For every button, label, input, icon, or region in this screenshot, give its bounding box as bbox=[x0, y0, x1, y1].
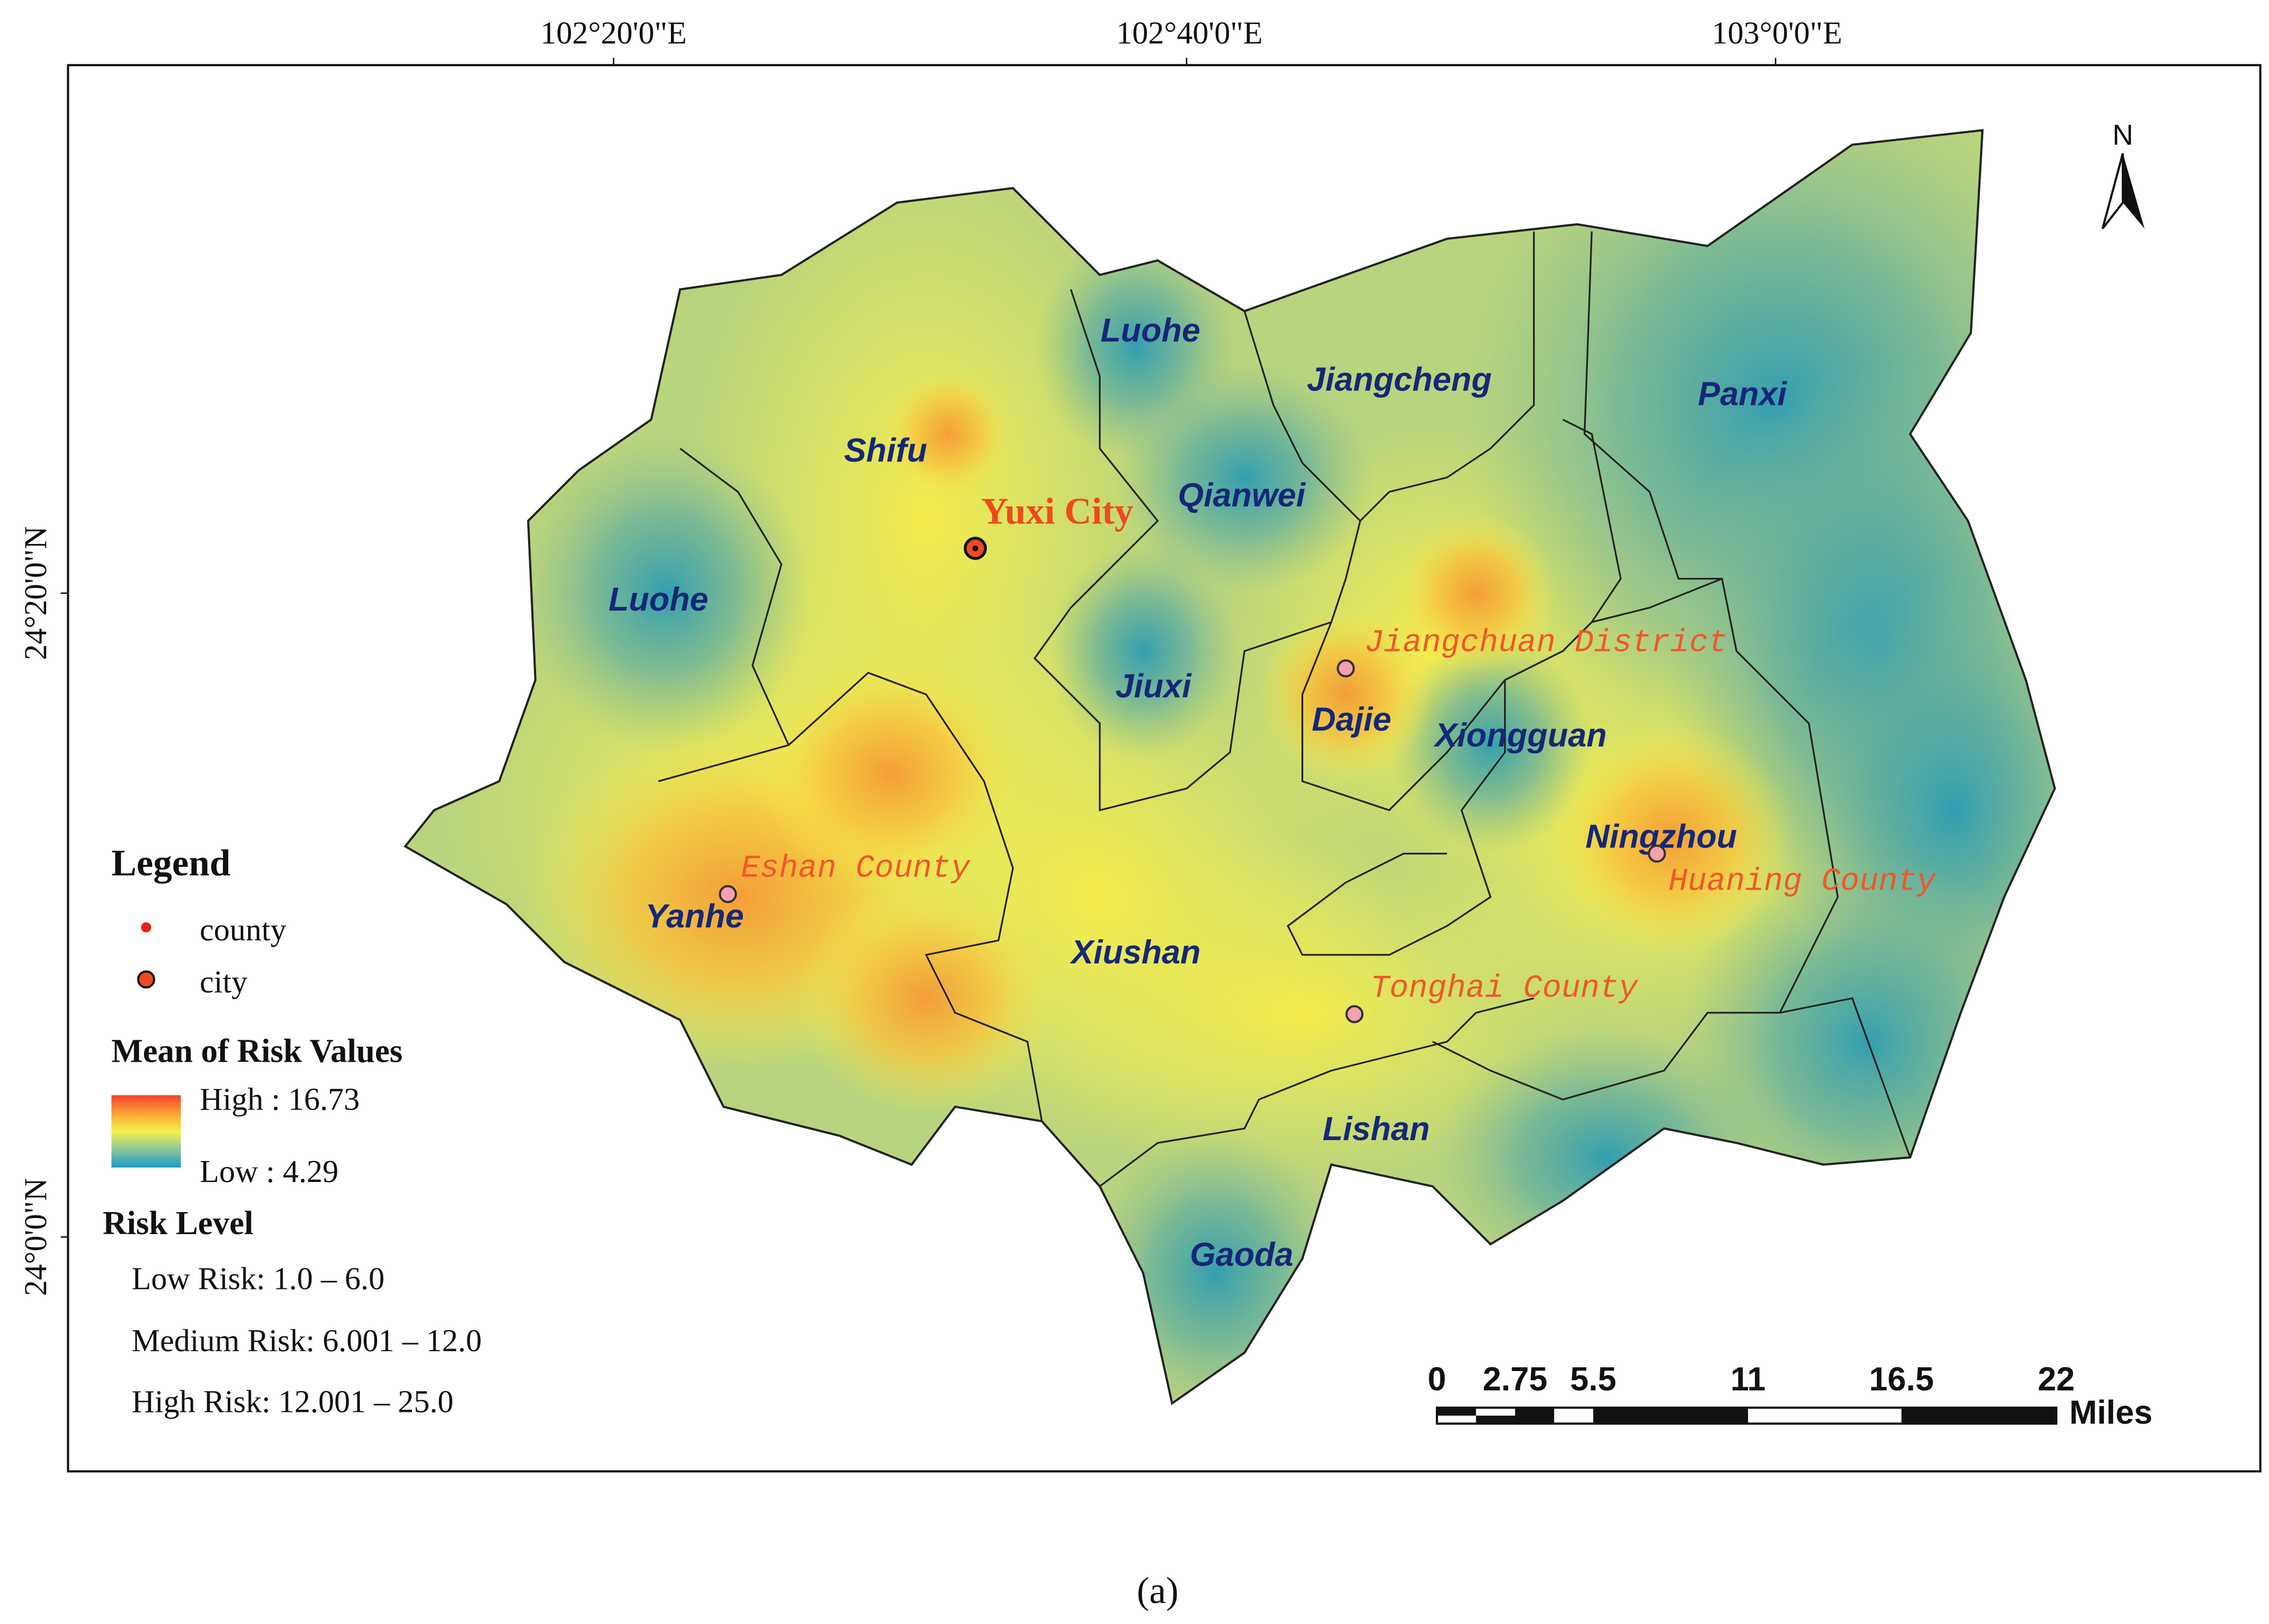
longitude-label: 102°40'0"E bbox=[1116, 15, 1263, 50]
county-marker bbox=[1345, 1005, 1364, 1024]
north-arrow-right bbox=[2122, 153, 2145, 229]
risk-level: Medium Risk: 6.001 – 12.0 bbox=[132, 1323, 482, 1358]
risk-blob bbox=[796, 882, 1057, 1114]
city-marker-center bbox=[972, 545, 979, 552]
places: Yuxi City Jiangchuan District Eshan Coun… bbox=[719, 491, 1936, 1024]
scale-label: 11 bbox=[1730, 1361, 1765, 1398]
scale-segment bbox=[1901, 1408, 2056, 1424]
county-label: Jiangchuan District bbox=[1364, 625, 1728, 661]
risk-blob bbox=[883, 369, 1013, 499]
risk-blob bbox=[1396, 513, 1556, 673]
scale-bar: 0 2.75 5.5 11 16.5 22 Miles bbox=[1428, 1361, 2152, 1431]
risk-blob bbox=[1548, 723, 1795, 955]
figure-caption: (a) bbox=[1137, 1570, 1179, 1612]
region-label: Xiongguan bbox=[1433, 717, 1607, 754]
scale-segment bbox=[1593, 1408, 1748, 1424]
region-label: Xiushan bbox=[1070, 934, 1201, 971]
county-marker bbox=[1647, 844, 1666, 863]
scale-label: 16.5 bbox=[1869, 1361, 1934, 1398]
north-label: N bbox=[2112, 119, 2133, 151]
region-label: Dajie bbox=[1312, 701, 1391, 738]
legend: Legend county city Mean of Risk Values H… bbox=[103, 843, 482, 1419]
region-label: Qianwei bbox=[1178, 477, 1306, 514]
region-label: Lishan bbox=[1323, 1111, 1430, 1148]
scale-label: 22 bbox=[2038, 1361, 2075, 1398]
scale-label: 0 bbox=[1428, 1361, 1446, 1398]
legend-high: High : 16.73 bbox=[200, 1081, 360, 1116]
longitude-label: 102°20'0"E bbox=[540, 15, 687, 50]
risk-level: Low Risk: 1.0 – 6.0 bbox=[132, 1260, 385, 1296]
county-label: Tonghai County bbox=[1370, 970, 1638, 1006]
north-arrow: N bbox=[2101, 119, 2145, 229]
district-boundaries bbox=[658, 231, 1911, 1187]
region-label: Luohe bbox=[1101, 312, 1201, 349]
legend-color-ramp bbox=[111, 1095, 181, 1168]
scale-segment bbox=[1515, 1408, 1555, 1424]
legend-raster-title: Mean of Risk Values bbox=[111, 1033, 402, 1069]
graticule: 102°20'0"E 102°40'0"E 103°0'0"E 24°20'0"… bbox=[18, 15, 1842, 1296]
county-label: Eshan County bbox=[741, 851, 971, 887]
region-label: Gaoda bbox=[1190, 1236, 1294, 1273]
scale-unit: Miles bbox=[2069, 1394, 2152, 1431]
risk-blob bbox=[521, 434, 811, 752]
legend-item: city bbox=[200, 964, 248, 999]
county-marker bbox=[719, 885, 737, 903]
region-label: Jiangcheng bbox=[1307, 361, 1492, 398]
scale-label: 5.5 bbox=[1570, 1361, 1616, 1398]
scale-segment bbox=[1476, 1416, 1515, 1424]
legend-risk-title: Risk Level bbox=[103, 1205, 253, 1242]
longitude-label: 103°0'0"E bbox=[1712, 15, 1842, 50]
legend-item: county bbox=[200, 912, 287, 947]
region-label: Panxi bbox=[1698, 375, 1788, 412]
region-label: Shifu bbox=[844, 432, 927, 469]
risk-level: High Risk: 12.001 – 25.0 bbox=[132, 1383, 453, 1419]
scale-label: 2.75 bbox=[1483, 1361, 1548, 1398]
latitude-label: 24°0'0"N bbox=[18, 1178, 53, 1296]
city-label: Yuxi City bbox=[981, 491, 1133, 532]
risk-blob bbox=[1389, 636, 1592, 854]
legend-low: Low : 4.29 bbox=[200, 1154, 338, 1189]
region-label: Jiuxi bbox=[1115, 668, 1192, 705]
region-labels: Luohe Jiangcheng Panxi Shifu Qianwei Luo… bbox=[609, 312, 1788, 1273]
legend-title: Legend bbox=[111, 843, 230, 884]
region-label: Luohe bbox=[609, 581, 709, 618]
legend-county-symbol bbox=[141, 922, 151, 933]
latitude-label: 24°20'0"N bbox=[18, 526, 53, 660]
county-marker bbox=[1336, 659, 1355, 678]
risk-blob bbox=[760, 658, 1021, 890]
county-label: Huaning County bbox=[1668, 864, 1936, 900]
legend-city-symbol bbox=[137, 970, 155, 989]
risk-blob bbox=[1049, 542, 1238, 760]
risk-blob bbox=[1114, 361, 1375, 593]
region-label: Yanhe bbox=[645, 898, 744, 935]
scale-segment bbox=[1437, 1408, 1476, 1416]
